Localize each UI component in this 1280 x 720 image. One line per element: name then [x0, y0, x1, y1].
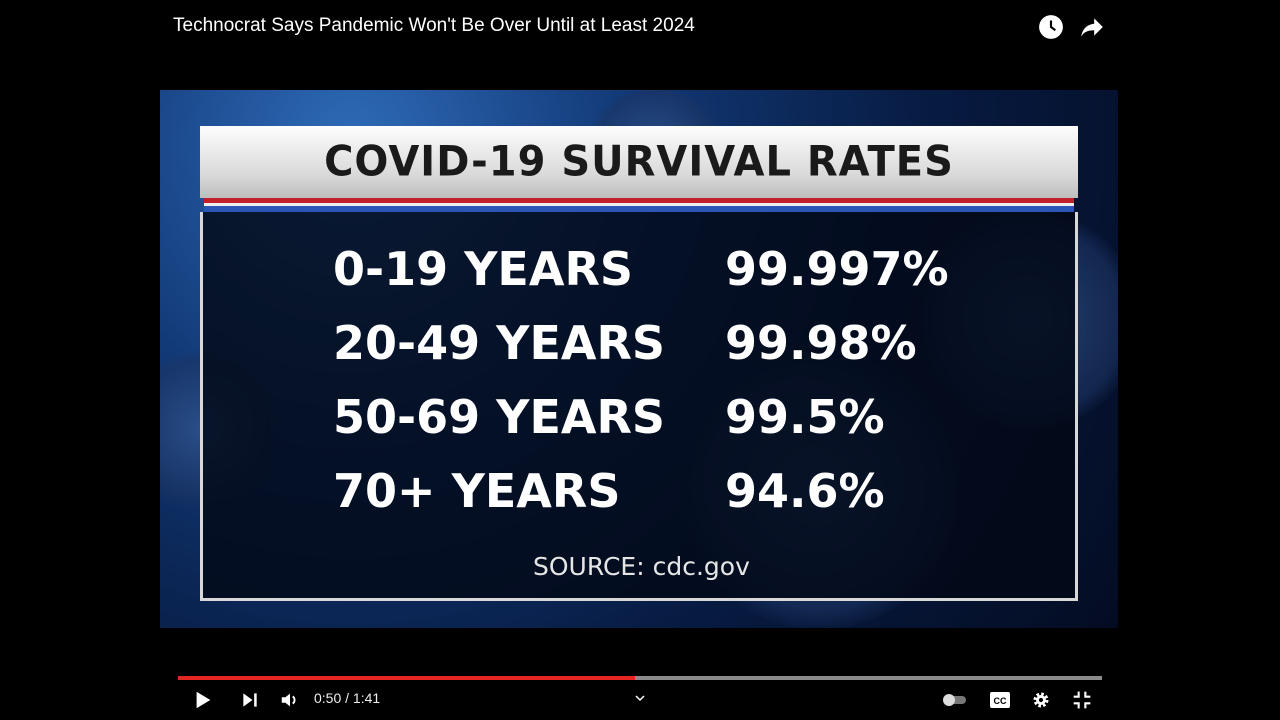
mute-button[interactable]	[279, 688, 301, 712]
progress-played	[178, 676, 636, 680]
age-group: 50-69 YEARS	[333, 390, 666, 444]
survival-rate: 94.6%	[725, 464, 885, 518]
video-title[interactable]: Technocrat Says Pandemic Won't Be Over U…	[173, 15, 695, 36]
video-frame[interactable]: COVID-19 SURVIVAL RATES 0-19 YEARS 99.997…	[160, 90, 1118, 628]
exit-fullscreen-icon	[1073, 691, 1091, 709]
chevron-down-icon	[635, 695, 645, 702]
progress-bar[interactable]	[178, 676, 1102, 680]
rate-row: 0-19 YEARS 99.997%	[333, 242, 949, 296]
watch-later-icon[interactable]	[1038, 14, 1064, 40]
age-group: 20-49 YEARS	[333, 316, 666, 370]
next-button[interactable]	[240, 688, 260, 712]
volume-icon	[281, 693, 296, 707]
skip-next-icon	[243, 693, 257, 707]
play-button[interactable]	[192, 688, 214, 712]
chapters-chevron[interactable]	[634, 686, 646, 710]
autoplay-toggle[interactable]	[942, 688, 968, 712]
exit-fullscreen-button[interactable]	[1072, 688, 1092, 712]
board-header: COVID-19 SURVIVAL RATES	[200, 126, 1078, 198]
survival-rate: 99.5%	[725, 390, 885, 444]
source-label: SOURCE: cdc.gov	[533, 552, 750, 581]
autoplay-toggle-icon	[943, 694, 966, 706]
rate-row: 20-49 YEARS 99.98%	[333, 316, 917, 370]
play-icon	[196, 691, 211, 709]
board-title: COVID-19 SURVIVAL RATES	[324, 137, 954, 187]
board-panel: 0-19 YEARS 99.997% 20-49 YEARS 99.98% 50-6…	[200, 212, 1078, 601]
rate-row: 70+ YEARS 94.6%	[333, 464, 885, 518]
blue-stripe	[204, 206, 1074, 212]
survival-rate: 99.98%	[725, 316, 917, 370]
age-group: 70+ YEARS	[333, 464, 621, 518]
svg-text:CC: CC	[994, 696, 1007, 706]
time-display: 0:50 / 1:41	[314, 690, 381, 706]
captions-button[interactable]: CC	[990, 688, 1010, 712]
survival-rate: 99.997%	[725, 242, 949, 296]
white-stripe	[204, 203, 1074, 206]
red-stripe	[204, 198, 1074, 203]
age-group: 0-19 YEARS	[333, 242, 634, 296]
gear-icon	[1033, 692, 1049, 708]
survival-rates-board: COVID-19 SURVIVAL RATES 0-19 YEARS 99.997…	[200, 126, 1078, 604]
settings-button[interactable]	[1031, 688, 1051, 712]
cc-icon: CC	[990, 692, 1010, 708]
share-icon[interactable]	[1079, 14, 1105, 40]
rate-row: 50-69 YEARS 99.5%	[333, 390, 885, 444]
